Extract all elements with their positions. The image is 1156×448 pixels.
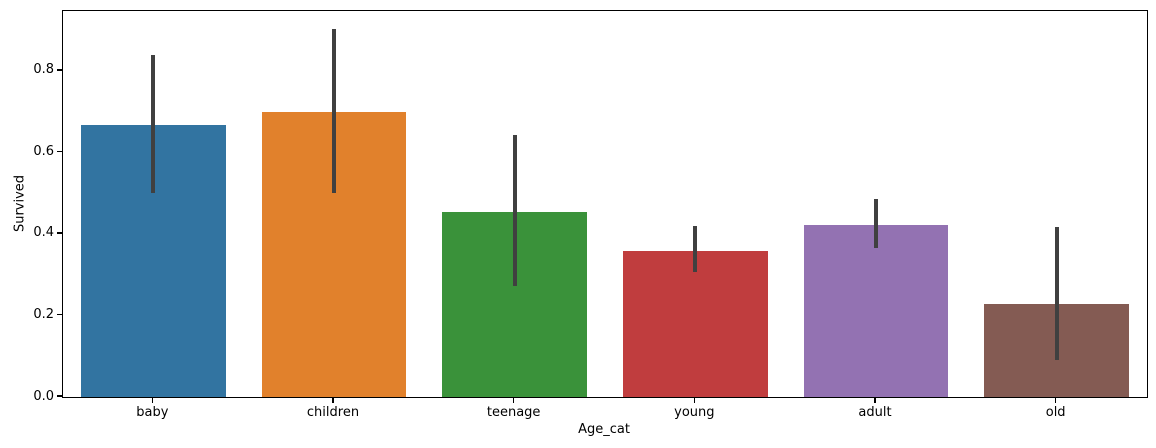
x-tick-mark bbox=[512, 397, 515, 403]
x-tick-mark bbox=[151, 397, 154, 403]
errorbar-young bbox=[693, 226, 698, 273]
x-tick-mark bbox=[1054, 397, 1057, 403]
x-axis-label: Age_cat bbox=[578, 422, 630, 437]
y-tick-label: 0.2 bbox=[33, 306, 54, 322]
errorbar-baby bbox=[151, 54, 156, 194]
y-tick-mark bbox=[57, 232, 62, 234]
x-tick-label-adult: adult bbox=[858, 405, 892, 420]
y-tick-label: 0.0 bbox=[33, 388, 54, 404]
errorbar-children bbox=[332, 28, 336, 194]
errorbar-teenage bbox=[512, 134, 517, 287]
y-tick-label: 0.6 bbox=[33, 143, 54, 159]
errorbar-adult bbox=[874, 198, 878, 248]
x-tick-mark bbox=[332, 397, 334, 403]
x-tick-mark bbox=[874, 397, 876, 403]
y-tick-label: 0.4 bbox=[33, 225, 54, 241]
y-tick-label: 0.8 bbox=[33, 62, 54, 78]
y-tick-mark bbox=[57, 150, 62, 153]
bar-adult bbox=[803, 224, 949, 397]
y-tick-mark bbox=[57, 395, 62, 397]
y-tick-mark bbox=[57, 69, 62, 71]
x-tick-label-teenage: teenage bbox=[486, 405, 541, 420]
y-tick-mark bbox=[57, 313, 62, 316]
x-tick-label-old: old bbox=[1045, 405, 1066, 420]
x-tick-label-children: children bbox=[306, 405, 360, 420]
x-tick-label-young: young bbox=[674, 405, 715, 420]
bar-young bbox=[623, 251, 768, 397]
errorbar-old bbox=[1054, 227, 1059, 360]
x-tick-label-baby: baby bbox=[136, 405, 169, 420]
x-tick-mark bbox=[693, 397, 696, 403]
plot-area bbox=[62, 10, 1148, 398]
